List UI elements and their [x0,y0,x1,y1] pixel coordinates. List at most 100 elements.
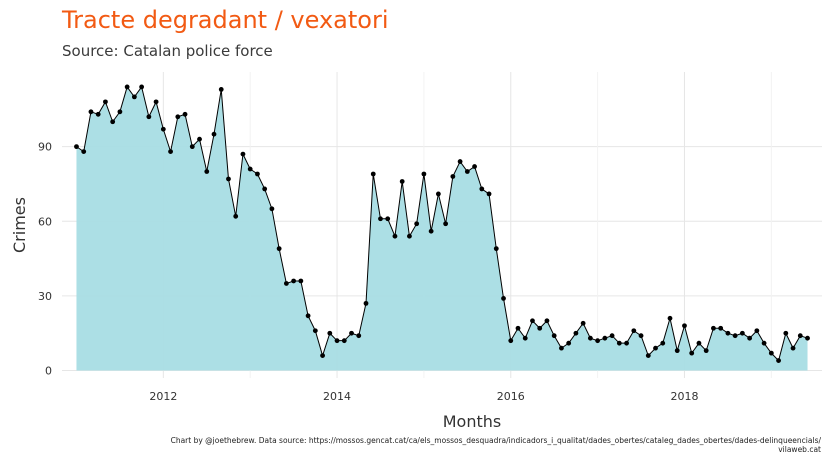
y-tick-label: 0 [45,365,52,378]
data-point [378,216,383,222]
caption-source: Chart by @joethebrew. Data source: https… [170,436,821,445]
data-point [479,186,485,192]
data-point [718,325,724,331]
data-point [175,114,181,120]
data-point [240,151,246,157]
chart-caption: Chart by @joethebrew. Data source: https… [171,436,821,454]
data-point [660,340,666,346]
data-point [255,171,260,177]
data-point [501,295,506,301]
data-point [508,338,514,344]
data-point [392,233,398,239]
data-point [305,313,311,319]
data-point [197,136,202,142]
data-point [74,144,79,150]
data-point [407,233,412,239]
data-point [711,325,716,331]
data-point [544,318,550,324]
data-point [805,335,810,341]
data-point [602,335,608,341]
data-point [689,350,695,356]
data-point [218,87,224,92]
y-tick-label: 60 [38,215,52,228]
data-point [153,99,159,105]
data-point [747,335,753,341]
data-point [486,191,492,197]
data-point [204,169,210,174]
data-point [370,171,376,177]
data-point [638,333,644,339]
data-point [530,318,535,324]
data-point [732,333,738,339]
data-point [522,335,528,341]
data-point [551,333,557,339]
data-point [443,221,449,227]
data-point [95,111,101,117]
data-point [754,328,760,334]
data-point [414,221,420,227]
data-point [797,333,803,339]
series-area [76,86,808,371]
data-point [566,340,572,346]
data-point [110,119,116,125]
data-point [327,330,333,336]
data-point [616,340,622,346]
data-point [573,330,579,336]
data-point [226,176,231,182]
data-point [211,131,217,137]
data-point [363,300,369,306]
data-point [537,325,543,331]
data-point [667,315,673,321]
data-point [587,335,593,341]
data-point [457,159,463,164]
data-point [291,278,297,284]
data-point [580,320,586,326]
data-point [385,216,391,222]
data-point [696,340,702,346]
data-point [262,186,268,192]
y-tick-label: 30 [38,290,52,303]
data-point [609,333,615,339]
data-point [595,338,601,344]
data-point [725,330,731,336]
y-axis-label: Crimes [10,197,29,253]
chart-title: Tracte degradant / vexatori [62,6,389,34]
data-point [399,179,405,184]
caption-site: vilaweb.cat [778,445,821,454]
data-point [356,333,362,339]
data-point [276,246,282,252]
data-point [131,94,137,100]
data-point [168,149,173,155]
data-point [472,164,477,169]
data-point [515,325,521,331]
data-point [703,348,709,354]
data-point [334,338,340,344]
data-point [674,348,680,354]
x-tick-label: 2012 [149,390,177,403]
data-point [139,84,145,90]
data-point [421,171,427,177]
data-point [435,191,441,197]
data-point [559,345,564,351]
x-tick-label: 2018 [670,390,698,403]
data-point [81,149,87,155]
data-point [117,109,123,115]
data-point [189,144,195,150]
x-tick-label: 2014 [323,390,351,403]
chart-subtitle: Source: Catalan police force [62,42,273,60]
data-point [450,174,456,179]
data-point [341,338,347,344]
data-point [103,99,108,105]
data-point [645,353,651,359]
data-point [768,350,774,356]
data-point [464,169,470,174]
data-point [776,358,781,363]
data-point [182,111,188,117]
data-point [739,330,745,336]
data-point [493,246,499,252]
data-point [247,166,253,172]
data-point [124,84,130,90]
data-point [283,281,289,286]
data-point [653,345,658,351]
data-point [790,345,796,351]
